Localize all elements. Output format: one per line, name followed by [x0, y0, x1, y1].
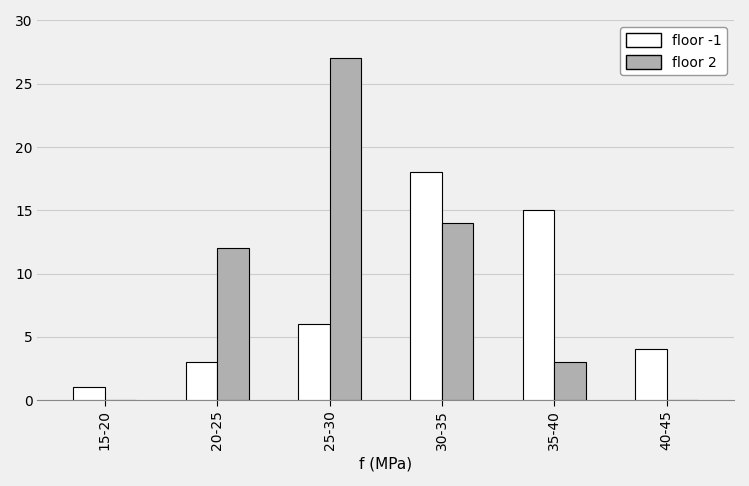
Legend: floor -1, floor 2: floor -1, floor 2	[620, 27, 727, 75]
Bar	[330, 58, 361, 400]
X-axis label: f (MPa): f (MPa)	[360, 456, 412, 471]
Bar	[410, 173, 442, 400]
Bar	[554, 362, 586, 400]
Bar	[217, 248, 249, 400]
Bar	[523, 210, 554, 400]
Bar	[73, 387, 105, 400]
Bar	[442, 223, 473, 400]
Bar	[298, 324, 330, 400]
Bar	[635, 349, 667, 400]
Bar	[186, 362, 217, 400]
